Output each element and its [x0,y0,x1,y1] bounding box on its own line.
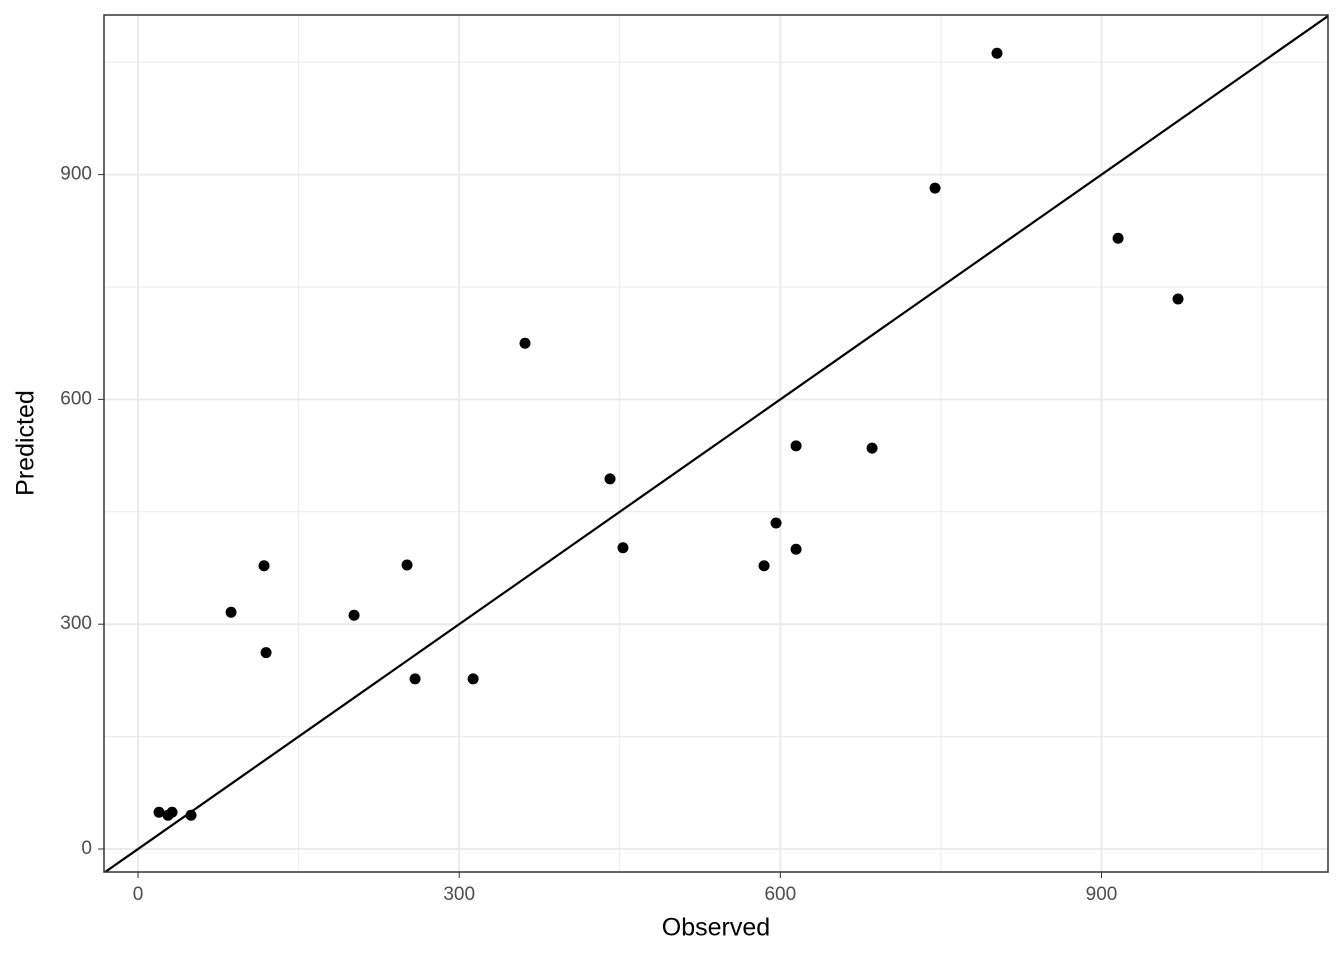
y-tick-label: 600 [60,388,92,409]
point [790,440,802,452]
point [866,442,878,454]
point [260,647,272,659]
x-tick-label: 900 [1086,884,1118,905]
point [758,560,770,572]
point [604,473,616,485]
point [153,806,165,818]
y-tick-label: 900 [60,164,92,185]
point [185,809,197,821]
point [770,517,782,529]
point [225,606,237,618]
y-axis-title: Predicted [12,390,40,496]
point [991,47,1003,59]
x-tick-label: 600 [764,884,796,905]
y-tick-label: 300 [60,613,92,634]
y-tick-label: 0 [81,838,92,859]
point [519,337,531,349]
point [166,806,178,818]
point [790,543,802,555]
point [617,542,629,554]
x-tick-label: 0 [133,884,144,905]
point [467,673,479,685]
point [929,182,941,194]
identity-line [104,15,1329,873]
point [1172,293,1184,305]
x-axis-title: Observed [662,914,770,942]
panel-border [103,14,1329,873]
point [348,609,360,621]
point [401,559,413,571]
point [409,673,421,685]
x-tick-label: 300 [443,884,475,905]
point [258,560,270,572]
point [1112,232,1124,244]
